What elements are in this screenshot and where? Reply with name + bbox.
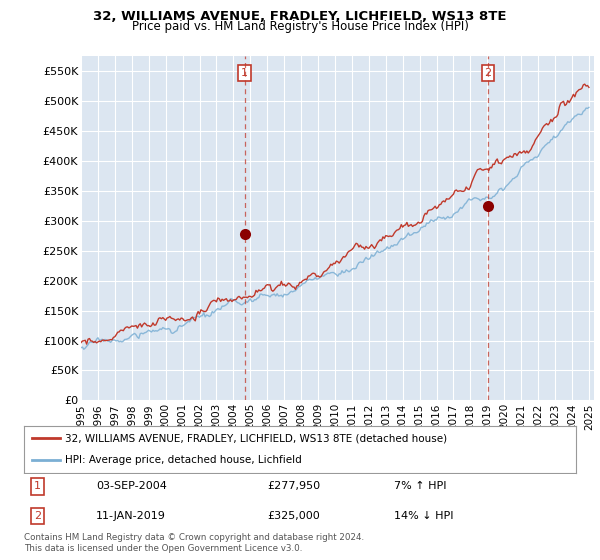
Text: Price paid vs. HM Land Registry's House Price Index (HPI): Price paid vs. HM Land Registry's House … [131, 20, 469, 32]
Text: HPI: Average price, detached house, Lichfield: HPI: Average price, detached house, Lich… [65, 455, 302, 465]
Text: Contains HM Land Registry data © Crown copyright and database right 2024.
This d: Contains HM Land Registry data © Crown c… [24, 533, 364, 553]
Text: £325,000: £325,000 [267, 511, 320, 521]
Text: 14% ↓ HPI: 14% ↓ HPI [394, 511, 454, 521]
Text: 1: 1 [241, 68, 248, 78]
Text: 7% ↑ HPI: 7% ↑ HPI [394, 482, 446, 491]
Text: 2: 2 [34, 511, 41, 521]
Text: 32, WILLIAMS AVENUE, FRADLEY, LICHFIELD, WS13 8TE: 32, WILLIAMS AVENUE, FRADLEY, LICHFIELD,… [93, 10, 507, 22]
Text: 1: 1 [34, 482, 41, 491]
Text: 03-SEP-2004: 03-SEP-2004 [96, 482, 167, 491]
Text: 32, WILLIAMS AVENUE, FRADLEY, LICHFIELD, WS13 8TE (detached house): 32, WILLIAMS AVENUE, FRADLEY, LICHFIELD,… [65, 433, 448, 444]
Text: £277,950: £277,950 [267, 482, 320, 491]
Text: 11-JAN-2019: 11-JAN-2019 [96, 511, 166, 521]
Text: 2: 2 [484, 68, 491, 78]
